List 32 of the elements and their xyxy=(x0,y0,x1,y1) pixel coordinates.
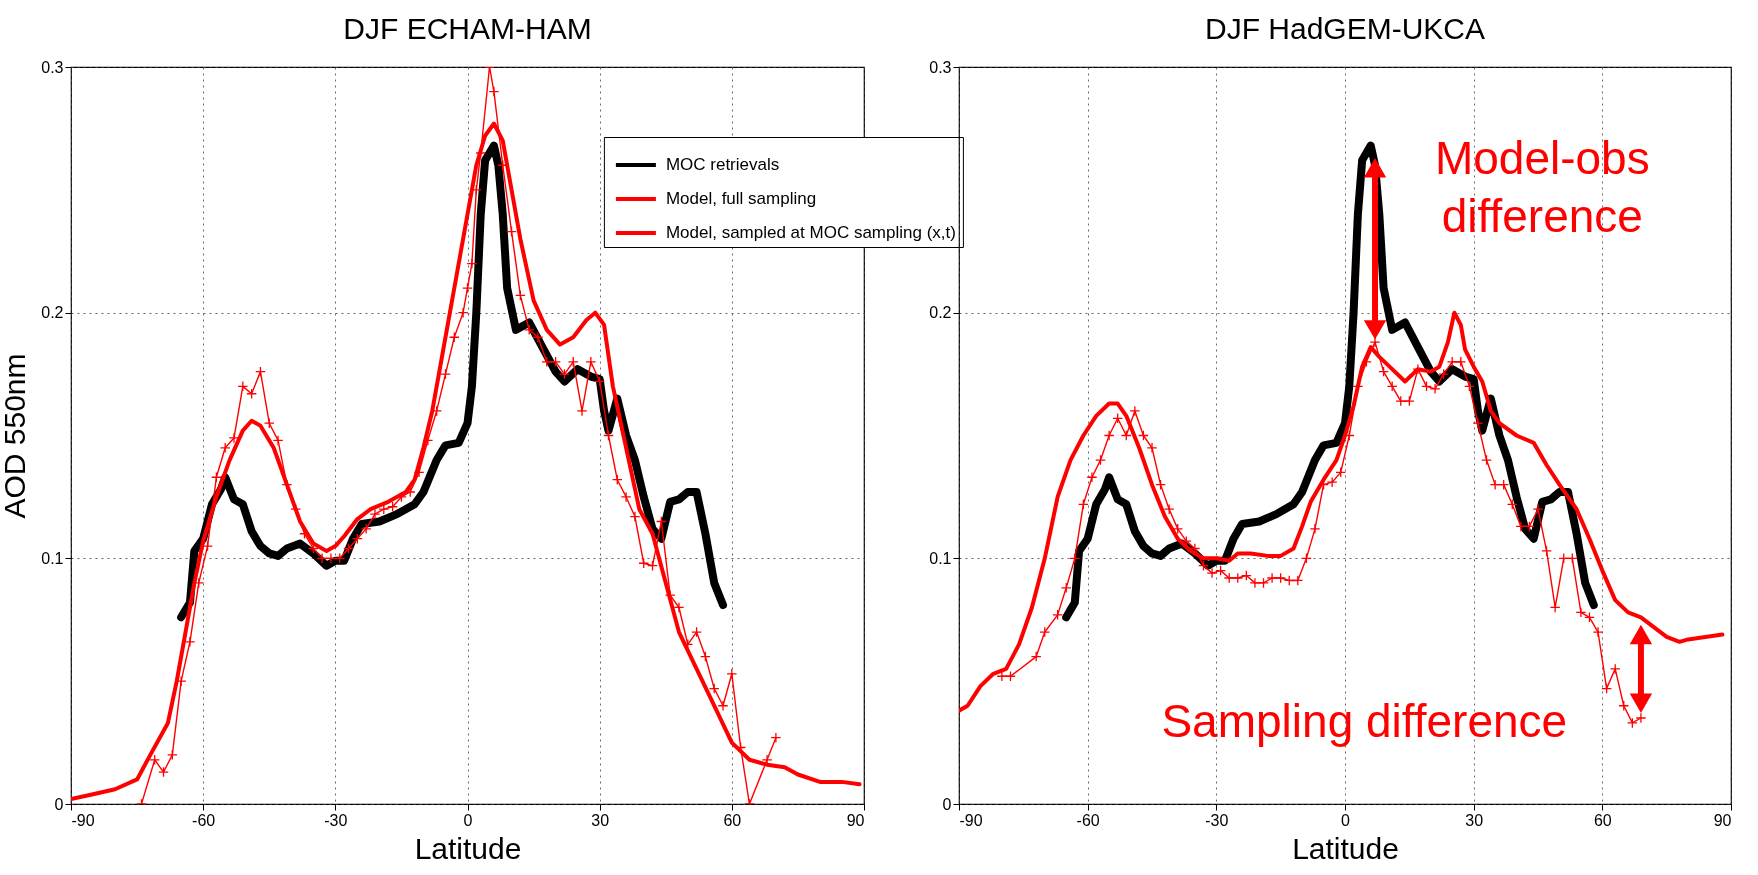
y-tick-label: 0.1 xyxy=(41,549,64,567)
x-tick-label: -60 xyxy=(192,811,216,829)
y-tick-label: 0.3 xyxy=(41,58,64,76)
annotation: Model-obs difference xyxy=(1434,132,1650,243)
x-tick-label: 60 xyxy=(1593,811,1612,829)
x-tick-label: -30 xyxy=(1205,811,1229,829)
x-tick-label: 60 xyxy=(723,811,742,829)
y-tick-label: 0.1 xyxy=(929,549,952,567)
x-tick-label: -60 xyxy=(1076,811,1100,829)
x-tick-label: 0 xyxy=(463,811,473,829)
x-axis-title: Latitude xyxy=(414,831,522,865)
x-axis-title: Latitude xyxy=(1292,831,1399,865)
y-tick-label: 0.3 xyxy=(929,58,952,76)
legend-label: Model, sampled at MOC sampling (x,t) xyxy=(665,223,956,243)
y-tick-label: 0 xyxy=(942,795,952,813)
x-tick-label: 0 xyxy=(1341,811,1351,829)
legend-label: Model, full sampling xyxy=(665,189,817,209)
x-tick-label: 30 xyxy=(591,811,610,829)
x-tick-label: 90 xyxy=(846,811,865,829)
x-tick-label: 90 xyxy=(1713,811,1732,829)
annotation: Sampling difference xyxy=(1161,694,1568,747)
legend-label: MOC retrievals xyxy=(665,155,780,175)
y-tick-label: 0 xyxy=(54,795,64,813)
y-tick-label: 0.2 xyxy=(929,304,952,322)
x-tick-label: -30 xyxy=(324,811,348,829)
x-tick-label: -90 xyxy=(71,811,95,829)
y-axis-title: AOD 550nm xyxy=(0,353,32,519)
chart-title: DJF ECHAM-HAM xyxy=(343,12,592,45)
chart-title: DJF HadGEM-UKCA xyxy=(1204,12,1486,45)
y-tick-label: 0.2 xyxy=(41,304,64,322)
x-tick-label: 30 xyxy=(1465,811,1484,829)
x-tick-label: -90 xyxy=(959,811,983,829)
